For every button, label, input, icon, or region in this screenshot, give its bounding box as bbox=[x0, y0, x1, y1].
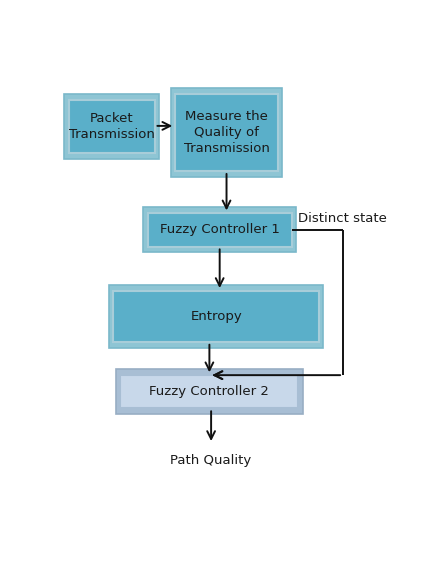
Text: Distinct state: Distinct state bbox=[298, 212, 387, 225]
FancyBboxPatch shape bbox=[148, 213, 292, 247]
FancyBboxPatch shape bbox=[143, 207, 296, 252]
Text: Measure the
Quality of
Transmission: Measure the Quality of Transmission bbox=[183, 110, 270, 155]
FancyBboxPatch shape bbox=[114, 291, 319, 342]
FancyBboxPatch shape bbox=[171, 88, 282, 177]
Text: Entropy: Entropy bbox=[191, 310, 242, 323]
FancyBboxPatch shape bbox=[175, 93, 278, 171]
FancyBboxPatch shape bbox=[116, 369, 303, 414]
FancyBboxPatch shape bbox=[120, 375, 298, 408]
Text: Fuzzy Controller 2: Fuzzy Controller 2 bbox=[149, 385, 269, 398]
Text: Packet
Transmission: Packet Transmission bbox=[69, 112, 155, 141]
Text: Path Quality: Path Quality bbox=[171, 454, 252, 467]
FancyBboxPatch shape bbox=[109, 285, 324, 348]
Text: Fuzzy Controller 1: Fuzzy Controller 1 bbox=[160, 223, 280, 236]
FancyBboxPatch shape bbox=[65, 94, 159, 159]
FancyBboxPatch shape bbox=[69, 100, 155, 153]
